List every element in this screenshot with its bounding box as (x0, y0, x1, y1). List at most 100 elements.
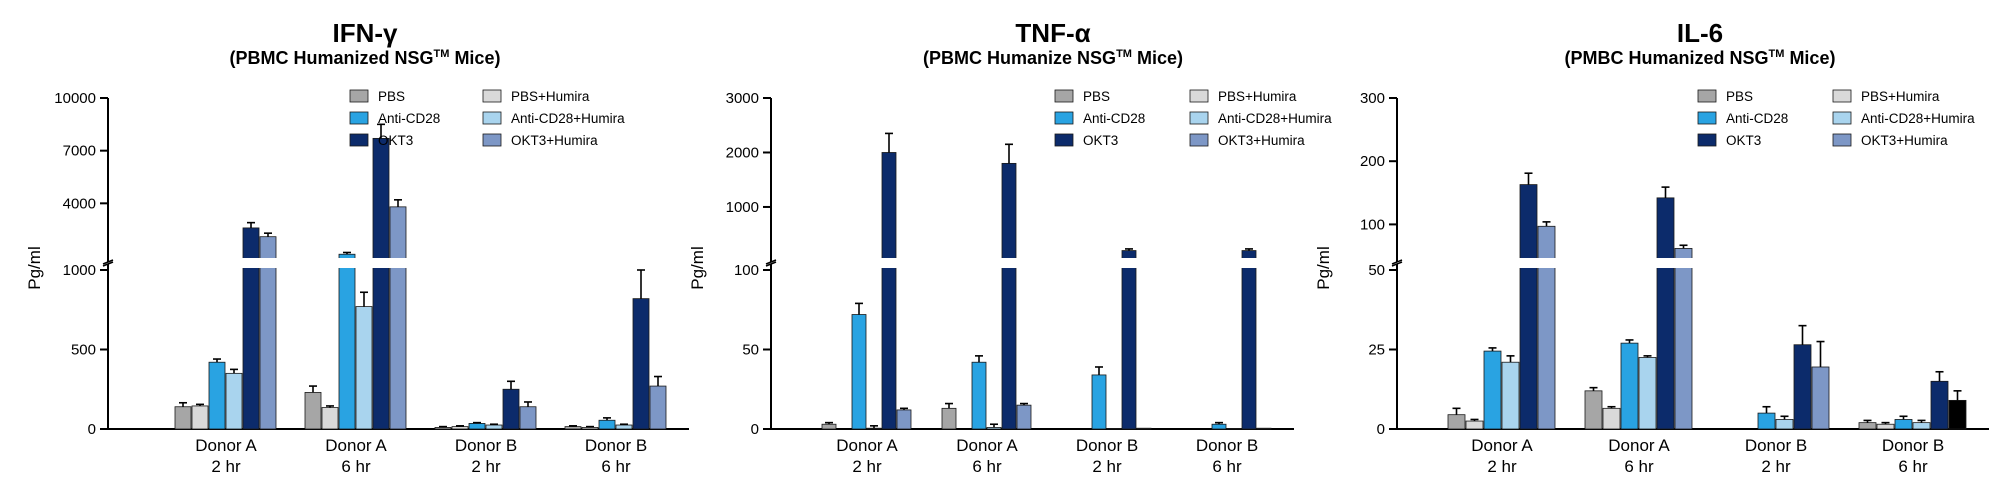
axis-break-mark (1391, 261, 1403, 267)
subtitle-main: (PBMC Humanized NSG (230, 48, 434, 68)
legend-swatch (1697, 89, 1717, 103)
x-category-label: Donor A (836, 436, 898, 455)
axis-break-gap (1446, 258, 1558, 268)
x-category-sublabel: 6 hr (1624, 457, 1654, 476)
bar-pbs-humira (191, 405, 209, 430)
x-category-sublabel: 6 hr (1212, 457, 1242, 476)
x-category-sublabel: 6 hr (1898, 457, 1928, 476)
x-category-sublabel: 6 hr (972, 457, 1002, 476)
axis-break-gap (433, 258, 539, 268)
legend-swatch (482, 89, 502, 103)
bar-anti-cd28-humira (1775, 419, 1794, 430)
legend-label: PBS+Humira (1218, 89, 1297, 104)
legend-swatch (1189, 89, 1209, 103)
bar-anti-cd28 (598, 419, 616, 430)
legend-label: Anti-CD28 (378, 111, 440, 126)
y-tick-label: 10000 (54, 90, 96, 107)
subtitle-end: Mice) (449, 48, 500, 68)
bar-anti-cd28 (1091, 374, 1107, 430)
bar-anti-cd28 (971, 361, 987, 430)
bar-okt3 (1793, 344, 1812, 430)
y-tick-label: 3000 (726, 90, 759, 107)
bar-pbs (1858, 422, 1877, 430)
axis-break-gap (173, 258, 279, 268)
bar-anti-cd28 (1211, 423, 1227, 430)
bar-pbs (941, 407, 957, 430)
bar-okt3 (632, 298, 650, 430)
x-category-label: Donor A (956, 436, 1018, 455)
bar-anti-cd28 (1620, 342, 1639, 430)
bar-pbs (304, 392, 322, 430)
axis-break-gap (1583, 258, 1695, 268)
axis-break-mark (1391, 259, 1403, 265)
legend-label: PBS (1083, 89, 1110, 104)
legend-swatch (1832, 133, 1852, 147)
x-category-sublabel: 2 hr (211, 457, 241, 476)
bar-pbs-humira (1465, 420, 1484, 430)
legend-label: OKT3 (1726, 133, 1761, 148)
bar-pbs (434, 427, 452, 430)
axis-break-gap (1720, 258, 1832, 268)
bar-pbs (1447, 414, 1466, 430)
x-category-label: Donor B (1882, 436, 1944, 455)
legend-label: Anti-CD28+Humira (1218, 111, 1332, 126)
bar-anti-cd28-humira (1912, 422, 1931, 430)
y-tick-label: 0 (88, 421, 96, 438)
legend-swatch (482, 111, 502, 125)
bar-okt3-humira (519, 406, 537, 430)
bar-pbs (1584, 390, 1603, 430)
bar-anti-cd28-humira (1501, 361, 1520, 430)
bar-anti-cd28-humira (225, 372, 243, 430)
bar-anti-cd28-humira (866, 427, 882, 430)
x-category-sublabel: 2 hr (852, 457, 882, 476)
bar-anti-cd28-humira (355, 306, 373, 430)
x-category-label: Donor B (455, 436, 517, 455)
x-category-label: Donor B (1745, 436, 1807, 455)
subtitle-end: Mice) (1132, 48, 1183, 68)
legend-swatch (1697, 111, 1717, 125)
bar-okt3-humira (649, 385, 667, 430)
chart-title: IL-6 (1677, 18, 1723, 48)
bar-anti-cd28 (851, 314, 867, 430)
x-category-label: Donor B (585, 436, 647, 455)
chart-subtitle: (PMBC Humanized NSGTM Mice) (1565, 48, 1836, 68)
subtitle-end: Mice) (1784, 48, 1835, 68)
bar-okt3-humira (1537, 225, 1556, 430)
bar-okt3 (1241, 250, 1257, 430)
legend-label: OKT3+Humira (511, 133, 598, 148)
subtitle-sup: TM (1116, 48, 1132, 60)
bar-anti-cd28 (1894, 419, 1913, 430)
bar-pbs (821, 423, 837, 430)
legend-swatch (1832, 89, 1852, 103)
x-category-sublabel: 6 hr (341, 457, 371, 476)
x-category-label: Donor B (1196, 436, 1258, 455)
bar-okt3 (372, 137, 390, 430)
y-tick-label: 7000 (63, 143, 96, 160)
axis-break-gap (1060, 258, 1154, 268)
subtitle-main: (PMBC Humanized NSG (1565, 48, 1769, 68)
y-axis-label: Pg/ml (1314, 246, 1333, 289)
legend-swatch (349, 89, 369, 103)
y-tick-label: 50 (1368, 262, 1385, 279)
x-category-sublabel: 2 hr (471, 457, 501, 476)
x-category-label: Donor A (1471, 436, 1533, 455)
bar-anti-cd28 (1757, 412, 1776, 430)
x-category-label: Donor A (325, 436, 387, 455)
legend-swatch (349, 111, 369, 125)
legend-swatch (482, 133, 502, 147)
legend-label: OKT3+Humira (1861, 133, 1948, 148)
bar-okt3-humira (1256, 427, 1272, 430)
x-category-sublabel: 2 hr (1761, 457, 1791, 476)
x-category-label: Donor B (1076, 436, 1138, 455)
x-category-sublabel: 6 hr (601, 457, 631, 476)
axis-break-gap (1180, 258, 1274, 268)
axis-break-gap (820, 258, 914, 268)
y-axis-label: Pg/ml (688, 246, 707, 289)
legend-swatch (1054, 111, 1074, 125)
axis-break-gap (1857, 258, 1969, 268)
bar-okt3-humira (1136, 427, 1152, 430)
bar-okt3 (1656, 197, 1675, 430)
legend-swatch (1054, 133, 1074, 147)
legend-label: PBS (1726, 89, 1753, 104)
legend-swatch (1054, 89, 1074, 103)
